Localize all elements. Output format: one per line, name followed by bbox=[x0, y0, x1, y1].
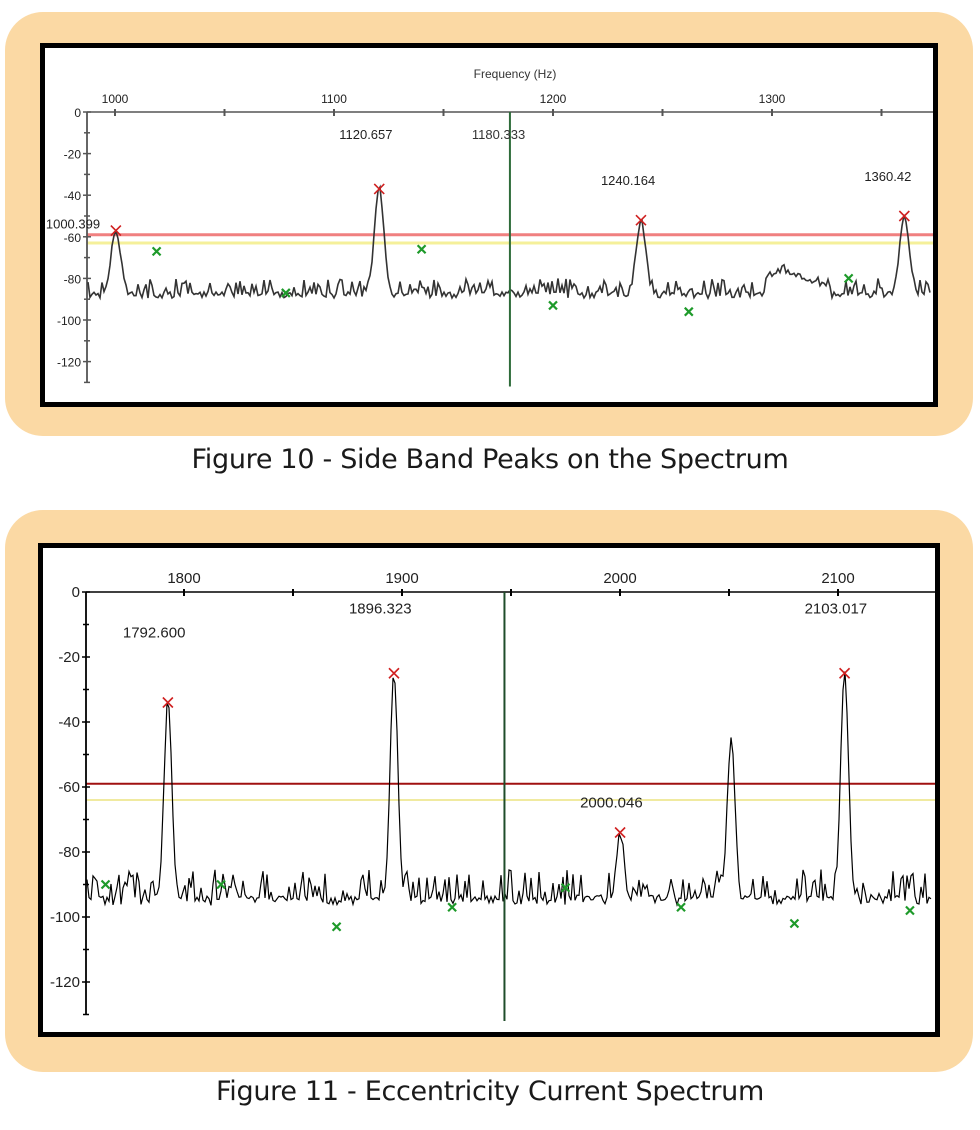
y-tick-label: -80 bbox=[58, 844, 80, 861]
peak-x-marker-icon bbox=[388, 667, 400, 679]
minor-peak-marker-icon bbox=[151, 246, 162, 257]
x-tick-label: 1800 bbox=[167, 570, 200, 587]
y-tick-label: -80 bbox=[64, 272, 82, 286]
peak-x-marker-icon bbox=[110, 224, 122, 237]
minor-peak-marker-icon bbox=[905, 905, 915, 916]
y-tick-label: -40 bbox=[58, 714, 80, 731]
spectrum-trace bbox=[86, 671, 932, 907]
y-tick-label: -120 bbox=[50, 974, 80, 991]
figure-10-caption: Figure 10 - Side Band Peaks on the Spect… bbox=[191, 444, 789, 475]
peak-label: 1000.399 bbox=[46, 217, 100, 232]
peak-x-marker-icon bbox=[839, 667, 851, 679]
y-tick-label: -40 bbox=[64, 189, 82, 203]
x-tick-label: 1300 bbox=[759, 92, 786, 106]
peak-x-marker-icon bbox=[898, 210, 910, 222]
x-tick-label: 2000 bbox=[603, 570, 636, 587]
minor-peak-marker-icon bbox=[789, 918, 800, 929]
y-tick-label: 0 bbox=[72, 584, 80, 601]
x-tick-label: 1200 bbox=[540, 92, 567, 106]
figure-11-spectrum-chart: 1800 1900 2000 2100 0 -20 -40 -60 -80 -100 -120 179… bbox=[50, 570, 935, 1021]
peak-label: 1120.657 bbox=[339, 127, 392, 142]
minor-peak-marker-icon bbox=[560, 882, 571, 893]
y-tick-label: -100 bbox=[50, 909, 80, 926]
x-tick-label: 1900 bbox=[385, 570, 418, 587]
figure-10-chart-frame: Frequency (Hz) 1000 1100 1200 1300 0 -20 -40 -60… bbox=[40, 43, 938, 407]
peak-label: 1360.42 bbox=[864, 169, 911, 184]
y-tick-label: 0 bbox=[74, 106, 81, 120]
x-axis-title: Frequency (Hz) bbox=[474, 67, 557, 81]
x-tick-label: 1000 bbox=[102, 92, 129, 106]
minor-peak-marker-icon bbox=[843, 273, 854, 284]
peak-x-marker-icon bbox=[614, 826, 626, 839]
figure-11-chart-frame: 1800 1900 2000 2100 0 -20 -40 -60 -80 -100 -120 179… bbox=[38, 543, 940, 1037]
y-tick-label: -20 bbox=[58, 649, 80, 666]
minor-peak-marker-icon bbox=[548, 300, 558, 311]
peak-label: 2103.017 bbox=[805, 600, 868, 617]
minor-peak-marker-icon bbox=[216, 879, 226, 890]
peak-label: 1792.600 bbox=[123, 625, 186, 642]
peak-label: 1896.323 bbox=[349, 600, 412, 617]
y-tick-label: -20 bbox=[64, 148, 82, 162]
minor-peak-marker-icon bbox=[684, 306, 694, 317]
figure-11-caption: Figure 11 - Eccentricity Current Spectru… bbox=[216, 1076, 764, 1107]
y-tick-label: -100 bbox=[57, 314, 81, 328]
y-tick-label: -60 bbox=[58, 779, 80, 796]
y-tick-label: -60 bbox=[64, 231, 82, 245]
peak-label: 2000.046 bbox=[580, 795, 643, 812]
cursor-label: 1180.333 bbox=[472, 127, 525, 142]
minor-peak-marker-icon bbox=[416, 244, 427, 255]
minor-peak-marker-icon bbox=[100, 879, 111, 890]
x-tick-label: 2100 bbox=[821, 570, 854, 587]
peak-x-marker-icon bbox=[373, 183, 385, 195]
y-tick-label: -120 bbox=[57, 356, 81, 370]
figure-10-spectrum-chart: Frequency (Hz) 1000 1100 1200 1300 0 -20 -40 -60… bbox=[46, 67, 933, 387]
minor-peak-marker-icon bbox=[331, 921, 342, 932]
peak-x-marker-icon bbox=[162, 696, 174, 709]
x-tick-label: 1100 bbox=[321, 92, 347, 106]
minor-peak-marker-icon bbox=[447, 902, 457, 913]
peak-x-marker-icon bbox=[635, 214, 647, 226]
peak-label: 1240.164 bbox=[601, 173, 655, 188]
minor-peak-marker-icon bbox=[676, 902, 686, 913]
minor-peak-marker-icon bbox=[281, 288, 291, 298]
